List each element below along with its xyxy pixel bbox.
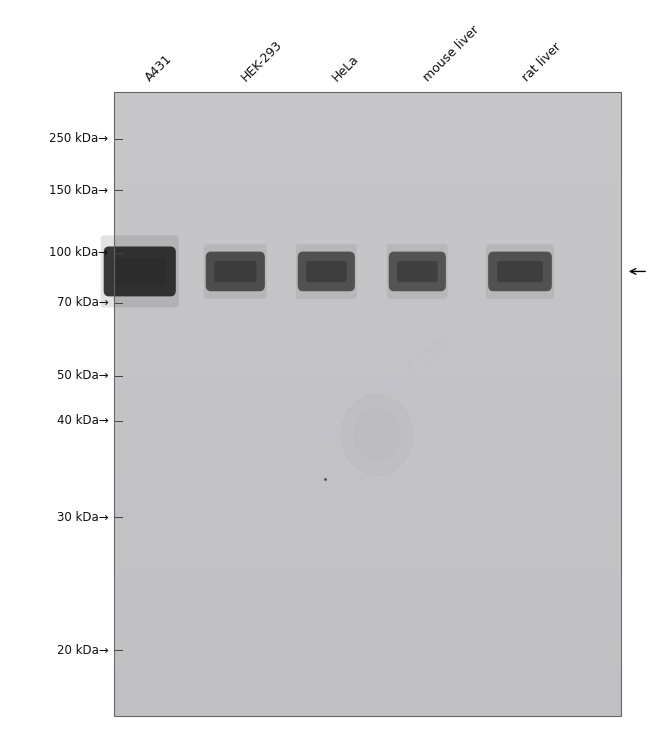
Text: mouse liver: mouse liver — [421, 23, 482, 84]
Text: 70 kDa→: 70 kDa→ — [57, 296, 109, 309]
FancyBboxPatch shape — [497, 261, 543, 282]
Text: 100 kDa→: 100 kDa→ — [49, 246, 109, 259]
Text: 40 kDa→: 40 kDa→ — [57, 414, 109, 427]
FancyBboxPatch shape — [387, 244, 448, 299]
FancyBboxPatch shape — [103, 247, 176, 297]
FancyBboxPatch shape — [101, 236, 179, 308]
Text: HeLa: HeLa — [330, 53, 361, 84]
Bar — [114, 92, 621, 716]
FancyBboxPatch shape — [298, 252, 355, 291]
FancyBboxPatch shape — [114, 258, 166, 285]
Text: 150 kDa→: 150 kDa→ — [49, 184, 109, 197]
FancyBboxPatch shape — [205, 252, 265, 291]
FancyBboxPatch shape — [214, 261, 256, 282]
FancyBboxPatch shape — [389, 252, 446, 291]
FancyBboxPatch shape — [488, 252, 552, 291]
Text: 30 kDa→: 30 kDa→ — [57, 511, 109, 524]
Text: rat liver: rat liver — [520, 40, 564, 84]
Text: HEK-293: HEK-293 — [239, 38, 285, 84]
Circle shape — [354, 410, 400, 461]
FancyBboxPatch shape — [486, 244, 554, 299]
Text: WWW.PTGAB.COM: WWW.PTGAB.COM — [276, 330, 458, 478]
FancyBboxPatch shape — [296, 244, 357, 299]
Text: 250 kDa→: 250 kDa→ — [49, 132, 109, 145]
FancyBboxPatch shape — [306, 261, 346, 282]
Text: A431: A431 — [143, 53, 175, 84]
Text: 20 kDa→: 20 kDa→ — [57, 644, 109, 657]
Text: 50 kDa→: 50 kDa→ — [57, 369, 109, 382]
Circle shape — [341, 395, 413, 476]
FancyBboxPatch shape — [204, 244, 266, 299]
FancyBboxPatch shape — [397, 261, 437, 282]
